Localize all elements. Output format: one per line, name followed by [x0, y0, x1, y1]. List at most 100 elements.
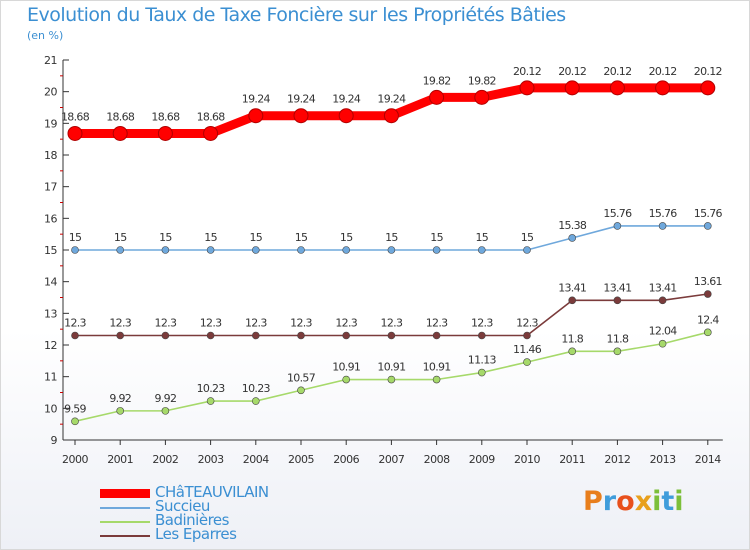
data-point	[703, 222, 712, 230]
data-label: 13.61	[694, 275, 722, 288]
x-tick-label: 2013	[650, 453, 676, 466]
data-label: 20.12	[558, 65, 586, 78]
series-ch-teauvilain: 18.68 18.68 18.68 18.68 19.24 19.24 19.24 19.24…	[61, 65, 722, 141]
data-label: 18.68	[151, 110, 180, 123]
data-point	[112, 125, 128, 141]
data-label: 20.12	[603, 65, 631, 78]
data-point	[342, 331, 351, 340]
y-tick-label: 14	[44, 276, 57, 289]
data-label: 15	[385, 231, 398, 244]
x-tick-label: 2011	[559, 453, 585, 466]
data-label: 15.38	[558, 219, 587, 232]
data-label: 15.76	[649, 207, 678, 220]
data-point	[203, 125, 219, 141]
legend-swatch	[100, 489, 150, 498]
data-label: 12.3	[200, 317, 222, 330]
data-point	[432, 375, 441, 384]
x-tick-label: 2012	[604, 453, 630, 466]
y-tick-label: 12	[44, 339, 57, 352]
data-label: 10.57	[287, 371, 316, 384]
legend-label: CHâTEAUVILAIN	[155, 483, 269, 501]
y-tick-label: 13	[44, 307, 57, 320]
logo-letter: t	[661, 486, 675, 517]
data-label: 13.41	[558, 281, 586, 294]
data-point	[71, 331, 79, 340]
x-tick-label: 2003	[198, 453, 224, 466]
data-label: 18.68	[197, 110, 226, 123]
data-label: 19.82	[423, 74, 451, 87]
logo-letter: x	[634, 486, 653, 517]
data-point	[477, 331, 486, 340]
data-label: 15	[340, 231, 353, 244]
data-label: 11.8	[607, 332, 629, 345]
data-point	[161, 246, 170, 254]
data-point	[523, 358, 531, 366]
data-point	[568, 234, 577, 242]
logo-letter: i	[674, 486, 684, 517]
data-point	[383, 108, 399, 124]
data-label: 12.3	[64, 317, 86, 330]
x-tick-label: 2005	[288, 453, 314, 466]
data-label: 9.59	[64, 402, 86, 415]
data-point	[613, 222, 622, 230]
y-tick-label: 20	[44, 86, 57, 99]
data-label: 9.92	[109, 392, 131, 405]
data-label: 11.8	[561, 332, 583, 345]
data-label: 15	[159, 231, 172, 244]
series-les-eparres: 12.3 12.3 12.3 12.3 12.3 12.3 12.3 12.3 12.3 12.3…	[64, 275, 722, 340]
data-label: 15	[204, 231, 217, 244]
y-tick-label: 19	[44, 117, 57, 130]
x-tick-label: 2002	[152, 453, 178, 466]
data-label: 19.24	[287, 93, 316, 106]
data-label: 12.3	[290, 317, 312, 330]
y-tick-label: 9	[51, 434, 58, 447]
data-label: 20.12	[649, 65, 677, 78]
data-label: 12.3	[381, 317, 403, 330]
logo-letter: r	[602, 486, 617, 517]
data-label: 11.13	[468, 354, 497, 367]
y-tick-label: 15	[44, 244, 57, 257]
data-label: 19.24	[377, 93, 406, 106]
y-tick-label: 10	[44, 402, 57, 415]
data-point	[116, 407, 124, 415]
chart-title: Evolution du Taux de Taxe Foncière sur l…	[27, 4, 566, 26]
y-tick-label: 21	[44, 54, 57, 67]
data-label: 12.3	[471, 317, 493, 330]
data-label: 18.68	[106, 110, 135, 123]
data-point	[613, 296, 622, 305]
data-label: 15	[521, 231, 534, 244]
data-label: 12.3	[109, 317, 131, 330]
data-point	[519, 80, 535, 96]
x-tick-label: 2009	[469, 453, 495, 466]
logo-letter: o	[616, 486, 635, 517]
legend-swatch	[100, 535, 150, 537]
data-point	[342, 246, 351, 254]
data-label: 19.24	[242, 93, 271, 106]
data-point	[252, 331, 260, 340]
logo-letter: i	[652, 486, 662, 517]
data-point	[387, 331, 396, 340]
y-tick-label: 11	[44, 371, 57, 384]
data-point	[71, 417, 79, 426]
x-tick-label: 2008	[424, 453, 450, 466]
data-point	[523, 246, 531, 254]
data-label: 12.4	[697, 313, 719, 326]
data-point	[523, 331, 531, 340]
y-tick-label: 17	[44, 181, 57, 194]
data-point	[477, 246, 486, 254]
data-label: 10.23	[197, 382, 226, 395]
data-label: 15	[249, 231, 262, 244]
data-point	[252, 246, 260, 254]
data-point	[609, 80, 625, 96]
data-point	[342, 375, 351, 384]
data-label: 15.76	[603, 207, 632, 220]
data-label: 12.3	[155, 317, 177, 330]
data-point	[161, 407, 170, 415]
data-label: 10.91	[377, 361, 405, 374]
legend-swatch	[100, 521, 150, 523]
data-point	[297, 386, 305, 395]
data-label: 12.3	[426, 317, 448, 330]
x-tick-label: 2000	[62, 453, 88, 466]
data-label: 18.68	[61, 110, 90, 123]
